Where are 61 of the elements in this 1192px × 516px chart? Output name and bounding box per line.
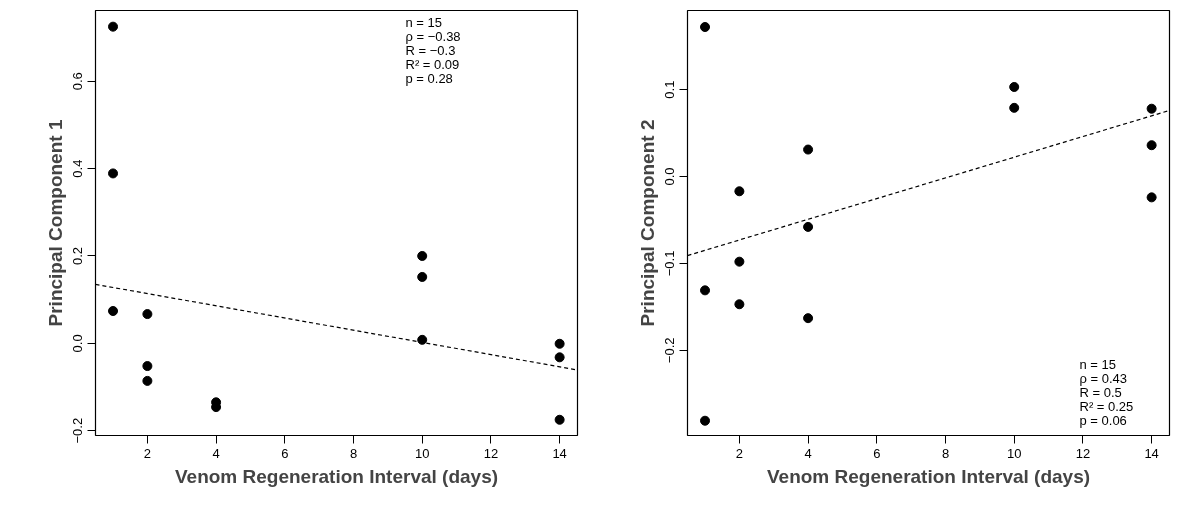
y-tick-label: 0.0 xyxy=(70,334,86,353)
x-axis-title: Venom Regeneration Interval (days) xyxy=(174,465,499,487)
point xyxy=(734,256,745,267)
x-tick-label: 2 xyxy=(143,445,151,461)
point xyxy=(700,22,711,32)
point xyxy=(734,299,745,310)
point xyxy=(108,306,119,317)
point xyxy=(803,221,814,232)
point xyxy=(417,271,428,282)
x-tick-label: 14 xyxy=(1144,445,1159,461)
x-tick-label: 6 xyxy=(873,445,881,461)
point xyxy=(1146,140,1157,151)
annotation: n = 15 xyxy=(1079,356,1117,372)
y-tick-label: 0.6 xyxy=(70,72,86,91)
point xyxy=(417,334,428,345)
x-tick-label: 14 xyxy=(552,445,567,461)
y-tick-label: −0.2 xyxy=(662,337,678,364)
point xyxy=(554,352,565,363)
x-axis-title: Venom Regeneration Interval (days) xyxy=(766,465,1091,487)
point xyxy=(1009,81,1020,92)
y-tick-label: 0.2 xyxy=(70,246,86,266)
y-axis-title: Principal Component 1 xyxy=(44,119,66,327)
point xyxy=(1009,102,1020,113)
x-tick-label: 8 xyxy=(349,445,358,461)
annotation: p = 0.28 xyxy=(405,70,453,86)
point xyxy=(700,285,711,296)
point xyxy=(142,309,153,320)
x-tick-label: 10 xyxy=(414,445,430,461)
x-tick-label: 2 xyxy=(735,445,743,461)
x-tick-label: 4 xyxy=(212,445,220,461)
x-tick-label: 12 xyxy=(1075,445,1091,461)
y-axis-title: Principal Component 2 xyxy=(636,119,658,327)
x-tick-label: 6 xyxy=(281,445,289,461)
annotation: R² = 0.25 xyxy=(1079,398,1134,414)
point xyxy=(142,361,153,372)
annotation: ρ = 0.43 xyxy=(1079,370,1128,386)
point xyxy=(803,313,814,324)
point xyxy=(1146,192,1157,203)
point xyxy=(803,144,814,155)
y-tick-label: −0.2 xyxy=(70,417,86,444)
x-tick-label: 4 xyxy=(804,445,812,461)
y-tick-label: 0.1 xyxy=(662,80,678,99)
y-tick-label: 0.0 xyxy=(662,167,678,186)
point xyxy=(554,338,565,349)
point xyxy=(554,414,565,425)
y-tick-label: −0.1 xyxy=(662,250,678,277)
annotation: ρ = −0.38 xyxy=(405,28,461,44)
annotation: n = 15 xyxy=(405,14,443,30)
point xyxy=(417,250,428,261)
x-tick-label: 10 xyxy=(1006,445,1022,461)
point xyxy=(1146,103,1157,114)
y-tick-label: 0.4 xyxy=(70,159,86,178)
point xyxy=(108,21,119,32)
annotation: R² = 0.09 xyxy=(405,56,460,72)
annotation: p = 0.06 xyxy=(1079,412,1127,428)
x-tick-label: 12 xyxy=(483,445,499,461)
point xyxy=(700,415,711,426)
point xyxy=(142,375,153,386)
x-tick-label: 8 xyxy=(941,445,950,461)
point xyxy=(108,168,119,179)
point xyxy=(734,186,745,197)
